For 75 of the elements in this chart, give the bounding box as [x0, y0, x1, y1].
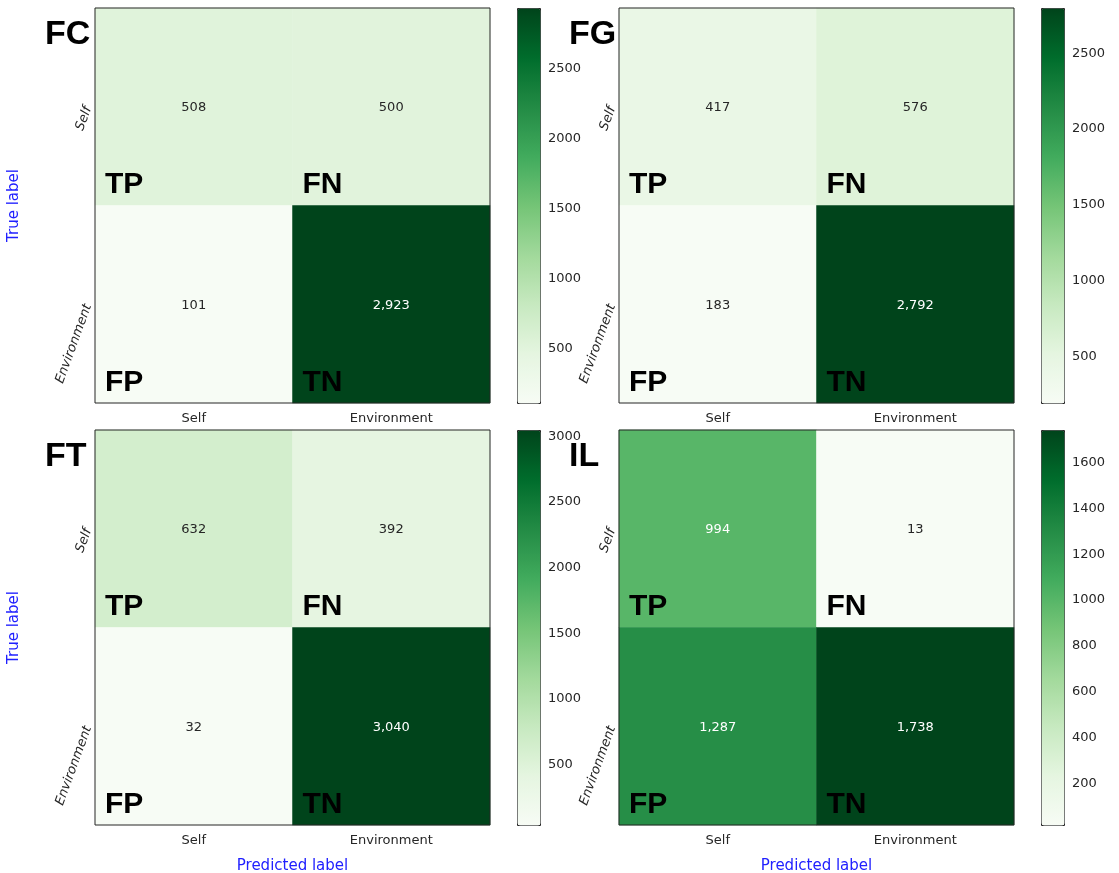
data-label: 2,792 — [896, 296, 934, 312]
data-label: 1,287 — [699, 718, 737, 734]
color-bar-label: 1500 — [1072, 196, 1106, 212]
data-label: 32 — [185, 718, 203, 734]
data-label: 632 — [181, 521, 207, 537]
color-bar-label: 1200 — [1072, 545, 1106, 561]
annotation: TN — [826, 785, 867, 819]
data-label: 13 — [906, 521, 924, 537]
x-tick-label: Environment — [873, 410, 957, 425]
annotation: FN — [826, 166, 867, 199]
x-axis-title: Predicted label — [760, 855, 873, 873]
color-bar-label: 1000 — [1072, 271, 1106, 287]
annotation: TN — [302, 363, 343, 397]
data-label: 500 — [378, 99, 404, 115]
annotation: FP — [105, 785, 144, 819]
color-bar-label: 1000 — [548, 690, 582, 706]
annotation: TP — [105, 588, 144, 621]
y-axis-title: True label — [3, 169, 22, 243]
annotation: FP — [629, 785, 668, 819]
data-label: 508 — [181, 99, 207, 115]
color-bar-label: 400 — [1072, 728, 1097, 744]
x-tick-label: Environment — [349, 832, 433, 847]
color-bar-label: 800 — [1072, 637, 1097, 653]
x-tick-label: Self — [705, 410, 731, 425]
color-bar-label: 1500 — [548, 199, 582, 215]
data-label: 392 — [378, 521, 404, 537]
x-axis-title: Predicted label — [236, 855, 349, 873]
color-bar-label: 1400 — [1072, 499, 1106, 515]
color-bar-label: 2500 — [548, 493, 582, 509]
annotation: FN — [302, 166, 343, 199]
x-tick-label: Self — [181, 410, 207, 425]
annotation: FN — [302, 588, 343, 621]
chart-title: FG — [569, 13, 617, 51]
color-bar-label: 1000 — [1072, 591, 1106, 607]
x-tick-label: Environment — [349, 410, 433, 425]
x-tick-label: Self — [705, 832, 731, 847]
data-label: 183 — [705, 296, 731, 312]
color-bar-label: 1600 — [1072, 454, 1106, 470]
chart-title: FC — [45, 13, 91, 51]
y-tick-label: Self — [71, 523, 95, 555]
color-bar-label: 200 — [1072, 774, 1097, 790]
data-label: 3,040 — [372, 718, 410, 734]
data-label: 994 — [705, 521, 731, 537]
color-bar-label: 1000 — [548, 269, 582, 285]
color-bar-label: 2500 — [548, 59, 582, 75]
x-tick-label: Self — [181, 832, 207, 847]
y-axis-title: True label — [3, 591, 22, 665]
annotation: FP — [629, 363, 668, 397]
color-bar-label: 3000 — [548, 427, 582, 443]
y-tick-label: Self — [71, 101, 95, 133]
x-tick-label: Environment — [873, 832, 957, 847]
annotation: TN — [826, 363, 867, 397]
data-label: 2,923 — [372, 296, 410, 312]
color-bar-label: 2000 — [548, 559, 582, 575]
annotation: TP — [629, 588, 668, 621]
annotation: TP — [629, 166, 668, 199]
y-tick-label: Self — [595, 523, 619, 555]
annotation: FN — [826, 588, 867, 621]
annotation: FP — [105, 363, 144, 397]
color-bar-label: 600 — [1072, 683, 1097, 699]
color-bar-label: 2500 — [1072, 44, 1106, 60]
data-label: 576 — [902, 99, 928, 115]
annotation: TP — [105, 166, 144, 199]
color-bar-label: 500 — [1072, 347, 1097, 363]
color-bar-label: 2000 — [548, 129, 582, 145]
color-bar-label: 1500 — [548, 624, 582, 640]
color-bar-label: 500 — [548, 339, 573, 355]
y-tick-label: Self — [595, 101, 619, 133]
annotation: TN — [302, 785, 343, 819]
data-label: 417 — [705, 99, 731, 115]
color-bar-label: 500 — [548, 756, 573, 772]
chart-title: FT — [45, 435, 87, 473]
data-label: 1,738 — [896, 718, 934, 734]
data-label: 101 — [181, 296, 207, 312]
color-bar-label: 2000 — [1072, 120, 1106, 136]
